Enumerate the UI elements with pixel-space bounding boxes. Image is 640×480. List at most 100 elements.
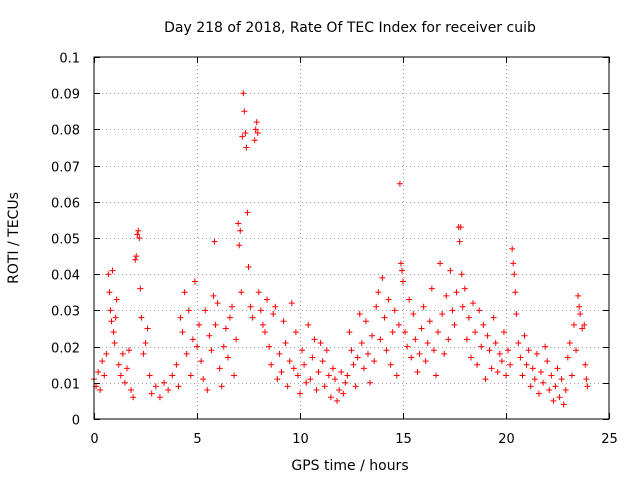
data-point xyxy=(133,253,140,260)
data-point xyxy=(110,329,117,336)
data-point xyxy=(208,347,215,354)
data-point xyxy=(470,300,477,307)
data-point xyxy=(424,339,431,346)
data-point xyxy=(575,292,582,299)
data-point xyxy=(564,354,571,361)
data-point xyxy=(327,394,334,401)
data-point xyxy=(290,365,297,372)
data-point xyxy=(211,238,218,245)
y-tick-label: 0.08 xyxy=(51,124,80,139)
data-point xyxy=(535,390,542,397)
data-point xyxy=(396,180,403,187)
data-point xyxy=(307,376,314,383)
data-point xyxy=(146,372,153,379)
x-tick-label: 25 xyxy=(601,432,618,447)
data-point xyxy=(375,289,382,296)
data-point xyxy=(346,329,353,336)
y-tick-label: 0.1 xyxy=(59,52,80,67)
data-point xyxy=(191,278,198,285)
data-point xyxy=(257,307,264,314)
data-point xyxy=(465,314,472,321)
data-point xyxy=(512,289,519,296)
data-point xyxy=(235,220,242,227)
data-point xyxy=(371,358,378,365)
data-point xyxy=(137,285,144,292)
data-point xyxy=(348,347,355,354)
data-point xyxy=(177,314,184,321)
data-point xyxy=(294,372,301,379)
data-point xyxy=(395,321,402,328)
data-point xyxy=(315,368,322,375)
data-point xyxy=(241,108,248,115)
data-point xyxy=(527,383,534,390)
data-point xyxy=(242,130,249,137)
data-point xyxy=(456,238,463,245)
data-point xyxy=(583,376,590,383)
data-point xyxy=(280,318,287,325)
data-point xyxy=(453,289,460,296)
data-point xyxy=(443,292,450,299)
data-point xyxy=(332,376,339,383)
y-tick-label: 0.06 xyxy=(51,197,80,212)
data-point xyxy=(117,372,124,379)
data-point xyxy=(387,361,394,368)
data-point xyxy=(525,347,532,354)
data-point xyxy=(212,321,219,328)
data-point xyxy=(432,372,439,379)
data-point xyxy=(540,379,547,386)
data-point xyxy=(251,137,258,144)
data-point xyxy=(105,271,112,278)
y-tick-label: 0.03 xyxy=(51,305,80,320)
data-point xyxy=(550,397,557,404)
data-point xyxy=(428,285,435,292)
data-point xyxy=(439,311,446,318)
data-point xyxy=(338,368,345,375)
data-point xyxy=(482,376,489,383)
data-points xyxy=(91,90,591,408)
data-point xyxy=(461,285,468,292)
data-point xyxy=(383,347,390,354)
data-point xyxy=(422,358,429,365)
data-point xyxy=(404,343,411,350)
data-point xyxy=(581,321,588,328)
data-point xyxy=(486,347,493,354)
data-point xyxy=(135,227,142,234)
data-point xyxy=(373,303,380,310)
data-point xyxy=(270,311,277,318)
data-point xyxy=(494,368,501,375)
data-point xyxy=(115,361,122,368)
data-point xyxy=(354,354,361,361)
data-point xyxy=(301,361,308,368)
data-point xyxy=(144,325,151,332)
data-point xyxy=(311,336,318,343)
data-point xyxy=(568,372,575,379)
data-point xyxy=(121,379,128,386)
data-point xyxy=(297,390,303,397)
data-point xyxy=(350,361,357,368)
data-point xyxy=(226,314,233,321)
data-point xyxy=(414,368,421,375)
data-point xyxy=(391,307,398,314)
data-point xyxy=(179,329,186,336)
y-tick-label: 0.01 xyxy=(51,378,80,393)
data-point xyxy=(97,387,104,394)
data-point xyxy=(441,350,448,357)
data-point xyxy=(556,394,563,401)
data-point xyxy=(255,289,262,296)
data-point xyxy=(268,361,275,368)
data-point xyxy=(175,383,182,390)
data-point xyxy=(292,329,299,336)
data-point xyxy=(134,231,141,238)
data-point xyxy=(430,347,437,354)
data-point xyxy=(224,354,231,361)
data-point xyxy=(136,235,143,241)
data-point xyxy=(240,90,247,97)
data-point xyxy=(418,325,425,332)
data-point xyxy=(189,336,196,343)
data-point xyxy=(245,263,252,270)
chart-title: Day 218 of 2018, Rate Of TEC Index for r… xyxy=(164,20,536,36)
data-point xyxy=(389,329,396,336)
x-axis-tick-labels: 0 5 10 15 20 25 xyxy=(90,432,617,447)
data-point xyxy=(360,365,367,372)
